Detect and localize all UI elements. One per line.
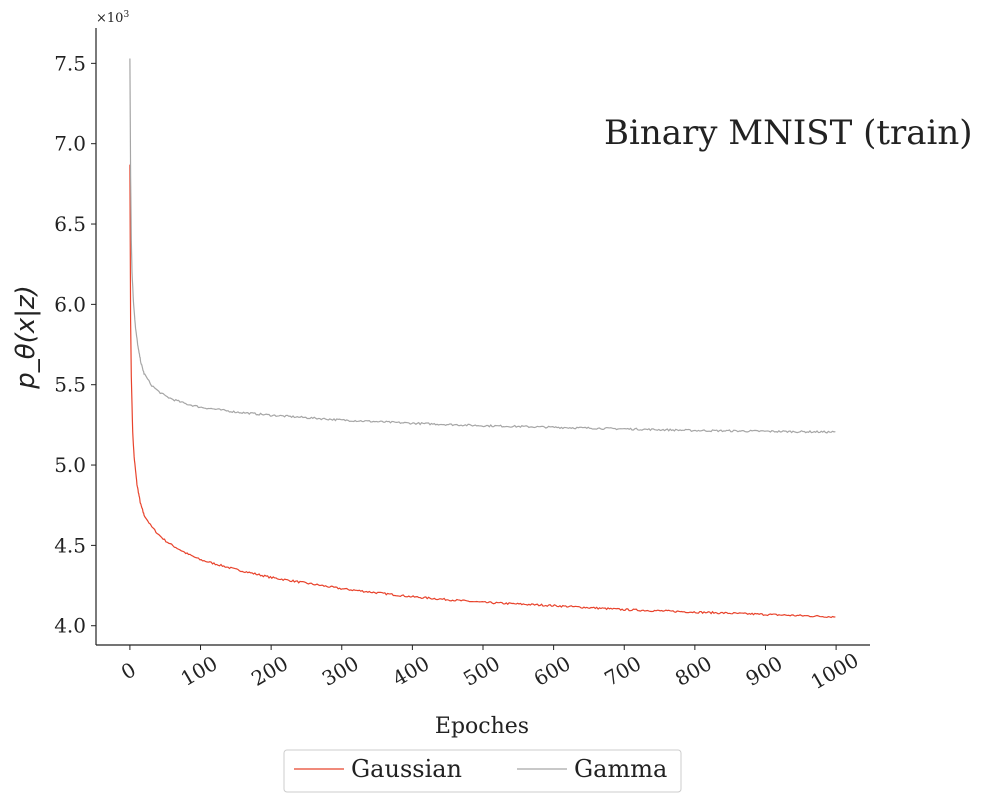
series-layer (129, 58, 836, 619)
y-ticks: 4.0 4.5 5.0 5.5 6.0 6.5 7.0 7.5 (54, 51, 96, 638)
x-tick-label: 900 (741, 651, 786, 691)
x-tick-label: 600 (530, 651, 575, 691)
y-multiplier-label: ×103 (96, 10, 129, 26)
y-tick-label: 7.0 (54, 132, 86, 156)
legend-box (283, 749, 682, 793)
x-tick-label: 300 (318, 651, 363, 691)
y-axis-label: p_θ(x|z) (11, 285, 41, 390)
y-tick-label: 4.0 (54, 614, 86, 638)
x-tick-label: 100 (176, 651, 221, 691)
legend-label-gamma: Gamma (574, 755, 667, 783)
y-tick-label: 7.5 (54, 51, 86, 75)
legend-label-gaussian: Gaussian (351, 755, 462, 783)
series-line-gamma (129, 58, 836, 434)
chart-title: Binary MNIST (train) (604, 113, 973, 153)
y-tick-label: 5.5 (54, 373, 86, 397)
y-tick-label: 5.0 (54, 453, 86, 477)
x-tick-label: 800 (671, 651, 716, 691)
y-tick-label: 6.0 (54, 292, 86, 316)
x-tick-label: 700 (600, 651, 645, 691)
x-axis-label: Epoches (435, 714, 529, 739)
legend: Gaussian Gamma (283, 749, 682, 793)
y-tick-label: 4.5 (54, 533, 86, 557)
x-tick-label: 1000 (807, 648, 863, 694)
x-tick-label: 0 (117, 657, 140, 684)
x-tick-label: 200 (247, 651, 292, 691)
series-line-gaussian (129, 164, 836, 619)
y-multiplier-exponent: 3 (123, 10, 129, 20)
x-tick-label: 400 (388, 651, 433, 691)
x-tick-label: 500 (459, 651, 504, 691)
x-ticks: 0 100 200 300 400 500 600 700 800 900 1000 (117, 645, 863, 694)
y-tick-label: 6.5 (54, 212, 86, 236)
